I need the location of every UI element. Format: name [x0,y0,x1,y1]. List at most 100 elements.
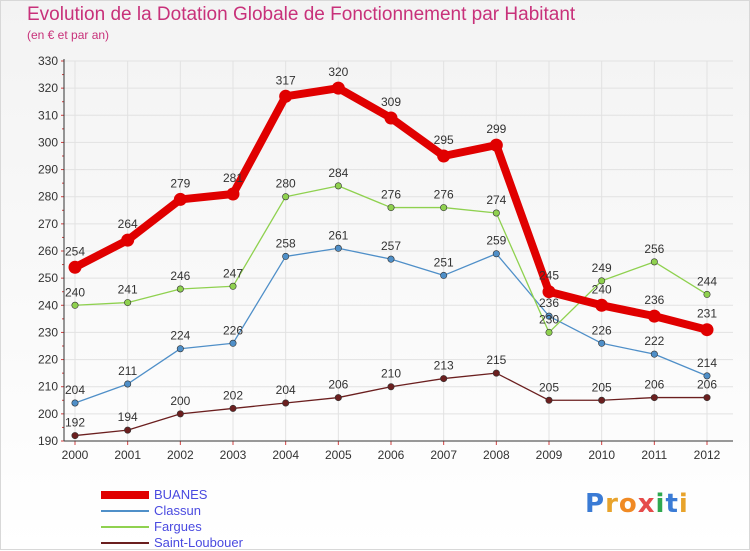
legend-label: Fargues [154,519,202,534]
data-point [440,375,448,383]
data-label: 231 [697,307,717,321]
logo-letter: t [665,489,679,519]
data-label: 256 [644,242,664,256]
y-tick-label: 200 [38,407,58,421]
y-tick-label: 220 [38,353,58,367]
chart-title: Evolution de la Dotation Globale de Fonc… [27,4,576,25]
data-point [545,396,553,404]
logo-letter: o [618,489,638,519]
data-point [492,369,500,377]
data-label: 204 [65,383,85,397]
x-tick-label: 2009 [536,448,563,462]
data-label: 264 [118,217,138,231]
logo-letter: P [585,489,606,519]
data-point [703,394,711,402]
data-point [71,399,79,407]
data-point [68,260,82,274]
data-label: 213 [434,359,454,373]
data-point [437,149,451,163]
data-label: 281 [223,171,243,185]
data-label: 214 [697,356,717,370]
data-point [598,396,606,404]
data-label: 240 [65,285,85,299]
data-point [282,193,290,201]
data-point [282,399,290,407]
series-fargues [71,182,711,336]
data-point [124,299,132,307]
legend-swatch [101,491,149,499]
data-label: 206 [644,378,664,392]
data-label: 299 [486,122,506,136]
x-tick-label: 2007 [430,448,457,462]
data-point [334,394,342,402]
data-label: 254 [65,244,85,258]
data-point [282,252,290,260]
data-label: 261 [328,228,348,242]
data-label: 276 [381,188,401,202]
data-point [492,250,500,258]
data-point [542,285,556,299]
data-point [71,432,79,440]
data-label: 211 [118,364,137,378]
data-point [176,285,184,293]
series [68,81,714,440]
chart-subtitle: (en € et par an) [27,28,110,42]
data-label: 284 [328,166,348,180]
data-label: 215 [486,353,506,367]
data-label: 205 [539,380,559,394]
y-tick-label: 270 [38,217,58,231]
data-label: 224 [170,329,190,343]
data-point [647,309,661,323]
data-point [334,244,342,252]
data-label: 246 [170,269,190,283]
data-point [492,209,500,217]
series-saint-loubouer [71,369,711,440]
data-point [173,192,187,206]
data-point [384,111,398,125]
data-label: 257 [381,239,401,253]
data-point [176,410,184,418]
data-label: 259 [486,234,506,248]
data-point [650,350,658,358]
data-point [229,282,237,290]
data-label: 204 [276,383,296,397]
data-label: 192 [65,416,85,430]
data-label: 244 [697,274,717,288]
y-tick-label: 300 [38,135,58,149]
data-point [229,339,237,347]
data-point [545,328,553,336]
x-tick-label: 2010 [588,448,615,462]
data-label: 251 [434,255,454,269]
data-point [229,404,237,412]
data-label: 226 [223,323,243,337]
data-label: 245 [539,269,559,283]
y-tick-label: 290 [38,163,58,177]
y-tick-label: 330 [38,54,58,68]
data-label: 309 [381,95,401,109]
y-tick-label: 190 [38,434,58,448]
data-label: 222 [644,334,664,348]
x-tick-label: 2011 [641,448,667,462]
legend-swatch [101,510,149,512]
data-label: 258 [276,236,296,250]
y-tick-label: 230 [38,325,58,339]
x-tick-label: 2001 [114,448,141,462]
series-buanes [68,81,714,337]
data-point [331,81,345,95]
data-point [334,182,342,190]
data-point [440,204,448,212]
x-tick-label: 2008 [483,448,510,462]
data-label: 230 [539,312,559,326]
logo-letter: i [655,489,666,519]
y-tick-label: 250 [38,271,58,285]
proxiti-logo: Proxiti [585,489,689,519]
y-tick-label: 280 [38,190,58,204]
legend-swatch [101,542,149,544]
logo-letter: x [637,489,656,519]
y-tick-label: 260 [38,244,58,258]
data-label: 249 [592,261,612,275]
data-label: 276 [434,188,454,202]
data-label: 194 [118,410,138,424]
y-tick-label: 310 [38,108,58,122]
